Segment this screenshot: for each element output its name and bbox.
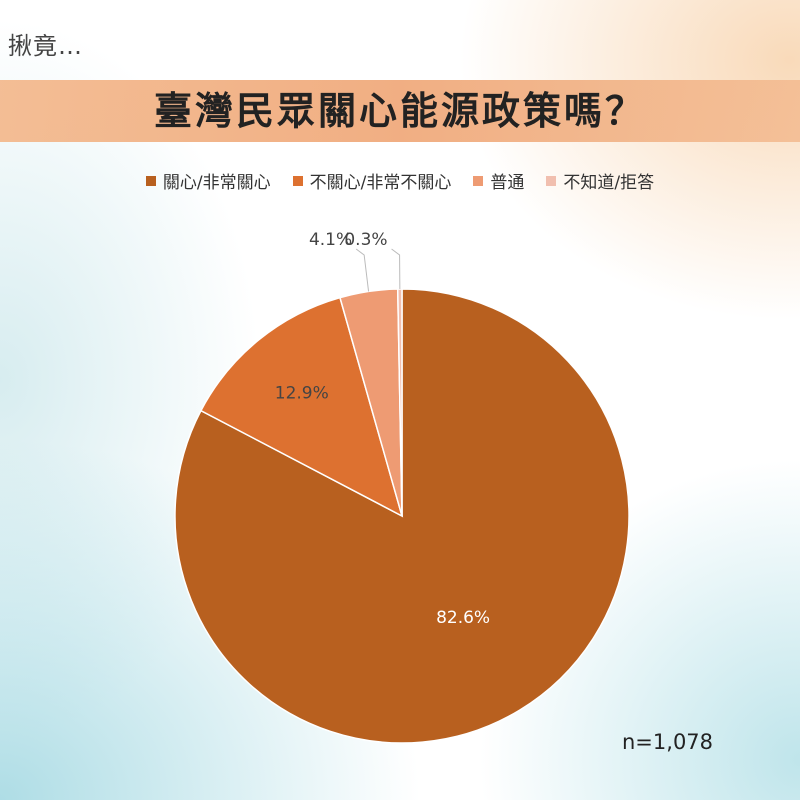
legend: 關心/非常關心 不關心/非常不關心 普通 不知道/拒答 (0, 168, 800, 193)
title-band (0, 80, 800, 142)
sample-size-note: n=1,078 (622, 730, 714, 754)
legend-label-1: 不關心/非常不關心 (309, 173, 452, 193)
legend-item-2: 普通 (473, 168, 524, 193)
pie-slice-1 (199, 296, 404, 518)
slice-label-2: 4.1% (309, 230, 352, 250)
legend-item-3: 不知道/拒答 (546, 168, 654, 193)
legend-item-1: 不關心/非常不關心 (292, 168, 452, 193)
leader-line-3 (391, 248, 401, 290)
slice-label-0: 82.6% (436, 608, 490, 628)
slice-label-3: 0.3% (344, 230, 387, 250)
leader-line-2 (355, 248, 370, 292)
legend-label-3: 不知道/拒答 (563, 173, 655, 193)
legend-item-0: 關心/非常關心 (145, 168, 271, 193)
legend-swatch-2 (473, 175, 484, 186)
kicker-text: 揪竟… (8, 32, 83, 60)
legend-label-0: 關心/非常關心 (162, 173, 271, 193)
chart-title: 臺灣民眾關心能源政策嗎？ (153, 89, 646, 133)
legend-swatch-0 (145, 175, 156, 186)
slice-label-1: 12.9% (275, 384, 329, 404)
legend-label-2: 普通 (490, 173, 525, 193)
legend-swatch-3 (546, 175, 557, 186)
legend-swatch-1 (292, 175, 303, 186)
